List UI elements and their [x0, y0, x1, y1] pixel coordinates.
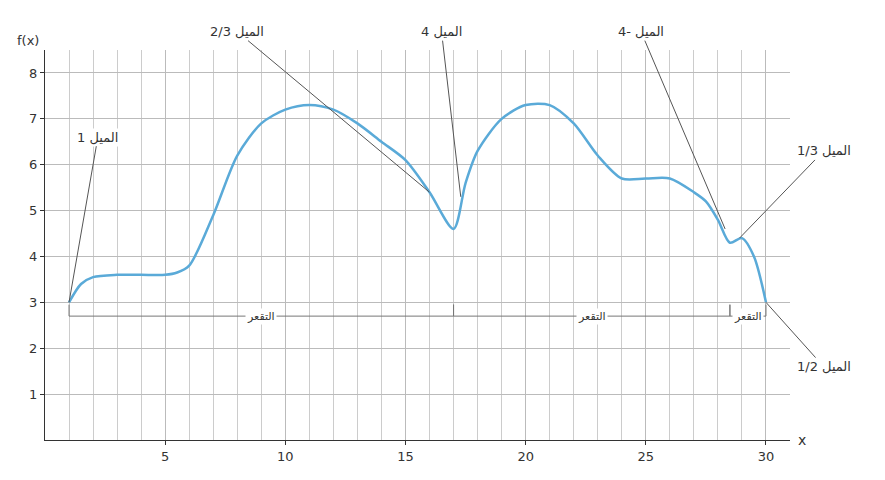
svg-text:الميل 1: الميل 1 — [77, 130, 118, 145]
svg-text:1: 1 — [29, 387, 37, 402]
svg-text:20: 20 — [517, 449, 534, 464]
svg-text:8: 8 — [29, 65, 37, 80]
svg-text:3: 3 — [29, 295, 37, 310]
svg-text:4: 4 — [29, 249, 37, 264]
svg-text:x: x — [798, 432, 806, 448]
svg-text:30: 30 — [758, 449, 775, 464]
svg-text:التقعر: التقعر — [578, 310, 606, 323]
svg-text:f(x): f(x) — [17, 33, 39, 48]
svg-text:15: 15 — [397, 449, 414, 464]
svg-text:7: 7 — [29, 111, 37, 126]
svg-text:الميل 2/3: الميل 2/3 — [210, 24, 264, 39]
svg-text:الميل 4: الميل 4 — [421, 24, 462, 39]
svg-text:الميل -4: الميل -4 — [618, 24, 664, 39]
svg-text:25: 25 — [638, 449, 655, 464]
svg-text:5: 5 — [161, 449, 169, 464]
svg-text:6: 6 — [29, 157, 37, 172]
svg-text:التقعر: التقعر — [247, 310, 275, 323]
svg-text:الميل 1/2: الميل 1/2 — [797, 359, 851, 374]
svg-text:5: 5 — [29, 203, 37, 218]
svg-text:الميل 1/3: الميل 1/3 — [797, 143, 851, 158]
svg-text:التقعر: التقعر — [734, 310, 762, 323]
svg-text:10: 10 — [277, 449, 294, 464]
svg-text:2: 2 — [29, 341, 37, 356]
